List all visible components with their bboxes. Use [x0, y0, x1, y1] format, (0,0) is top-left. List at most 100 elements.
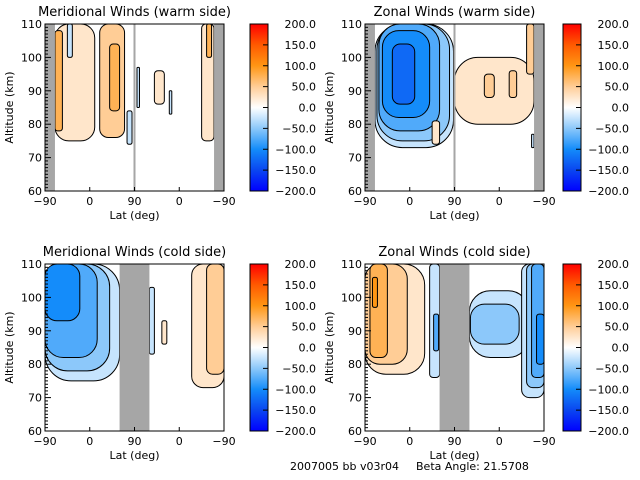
y-tick-label: 80: [348, 118, 362, 131]
plot-area: [45, 24, 224, 191]
chart-title: Zonal Winds (cold side): [378, 245, 530, 260]
contour-region: [66, 24, 73, 58]
colorbar-tick-label: 150.0: [598, 39, 630, 52]
contour-region: [54, 30, 63, 132]
no-data-band: [133, 24, 136, 191]
x-tick-label: −90: [532, 195, 555, 208]
contour-region: [109, 43, 121, 112]
colorbar-tick-label: 100.0: [285, 60, 317, 73]
no-data-band: [534, 24, 544, 191]
x-axis-label: Lat (deg): [430, 449, 480, 462]
contour-region: [526, 24, 535, 75]
y-tick-label: 110: [21, 18, 42, 31]
y-tick-label: 90: [348, 85, 362, 98]
panel-1: 60 70 80 90 100 110 −90 0 90 0 −90 Meridional Winds…: [3, 5, 316, 222]
colorbar-tick-label: −100.0: [588, 143, 629, 156]
colorbar-tick-label: 50.0: [605, 321, 630, 334]
x-tick-label: −90: [33, 435, 56, 448]
x-tick-label: −90: [212, 195, 235, 208]
colorbar: 200.0 150.0 100.0 50.0 0.0 −50.0 −100.0 −150.0 −…: [249, 18, 317, 198]
contour-region: [206, 264, 224, 375]
y-axis-label: Altitude (km): [3, 311, 16, 383]
x-tick-label: −90: [532, 435, 555, 448]
colorbar-tick-label: −100.0: [275, 143, 316, 156]
contour-region: [206, 24, 213, 58]
y-tick-label: 110: [21, 258, 42, 271]
y-tick-label: 110: [341, 258, 362, 271]
y-tick-label: 70: [348, 392, 362, 405]
colorbar-tick-label: −50.0: [595, 122, 629, 135]
colorbar-tick-label: −200.0: [275, 185, 316, 198]
y-tick-label: 100: [21, 51, 42, 64]
colorbar-tick-label: 150.0: [285, 279, 317, 292]
contour-region: [391, 43, 416, 105]
y-axis-label: Altitude (km): [323, 311, 336, 383]
chart-title: Meridional Winds (warm side): [38, 5, 231, 20]
chart-title: Meridional Winds (cold side): [43, 245, 226, 260]
x-tick-label: 0: [176, 195, 183, 208]
no-data-band: [439, 264, 455, 431]
x-tick-label: −90: [33, 195, 56, 208]
no-data-band: [45, 24, 55, 191]
colorbar-tick-label: 100.0: [598, 60, 630, 73]
colorbar-tick-label: −150.0: [275, 164, 316, 177]
y-tick-label: 100: [341, 51, 362, 64]
colorbar-tick-label: 200.0: [598, 258, 630, 271]
y-tick-label: 70: [28, 152, 42, 165]
contour-region: [148, 286, 155, 355]
contour-region: [136, 66, 140, 108]
contour-region: [469, 303, 520, 345]
panel-4: 60 70 80 90 100 110 −90 0 90 0 −90 Zonal Winds (col…: [323, 245, 629, 462]
no-data-band: [365, 24, 375, 191]
y-tick-label: 90: [28, 85, 42, 98]
x-tick-label: 90: [128, 435, 142, 448]
colorbar: 200.0 150.0 100.0 50.0 0.0 −50.0 −100.0 −150.0 −…: [562, 18, 630, 198]
x-tick-label: 0: [406, 195, 413, 208]
y-tick-label: 80: [28, 118, 42, 131]
x-tick-label: 0: [176, 435, 183, 448]
x-tick-label: 0: [86, 435, 93, 448]
y-tick-label: 90: [28, 325, 42, 338]
x-tick-label: 90: [448, 195, 462, 208]
colorbar-tick-label: 100.0: [598, 300, 630, 313]
contour-region: [153, 70, 165, 105]
x-tick-label: −90: [353, 195, 376, 208]
colorbar-tick-label: −150.0: [588, 164, 629, 177]
colorbar-tick-label: −200.0: [275, 425, 316, 438]
colorbar-tick-label: 200.0: [598, 18, 630, 31]
colorbar: 200.0 150.0 100.0 50.0 0.0 −50.0 −100.0 −150.0 −…: [562, 258, 630, 438]
colorbar-tick-label: −150.0: [275, 404, 316, 417]
y-axis-label: Altitude (km): [3, 71, 16, 143]
x-axis-label: Lat (deg): [110, 449, 160, 462]
plot-area: [365, 264, 544, 431]
x-tick-label: 0: [496, 435, 503, 448]
y-tick-label: 80: [348, 358, 362, 371]
contour-region: [483, 73, 495, 98]
footer-run-id: 2007005 bb v03r04: [290, 460, 399, 473]
colorbar-tick-label: −50.0: [282, 362, 316, 375]
contour-region: [536, 313, 544, 365]
y-tick-label: 70: [28, 392, 42, 405]
colorbar-tick-label: 200.0: [285, 18, 317, 31]
colorbar-tick-label: −50.0: [595, 362, 629, 375]
y-tick-label: 90: [348, 325, 362, 338]
panel-3: 60 70 80 90 100 110 −90 0 90 0 −90 Meridional Winds…: [3, 245, 316, 462]
colorbar-tick-label: 200.0: [285, 258, 317, 271]
colorbar-tick-label: −50.0: [282, 122, 316, 135]
y-tick-label: 80: [28, 358, 42, 371]
contour-region: [531, 133, 535, 149]
colorbar-tick-label: −200.0: [588, 425, 629, 438]
colorbar-tick-label: −100.0: [275, 383, 316, 396]
colorbar-tick-label: 0.0: [612, 102, 630, 115]
colorbar-tick-label: 50.0: [605, 81, 630, 94]
colorbar-tick-label: 0.0: [299, 342, 317, 355]
colorbar-tick-label: −100.0: [588, 383, 629, 396]
contour-region: [431, 120, 441, 145]
chart-title: Zonal Winds (warm side): [374, 5, 536, 20]
colorbar: 200.0 150.0 100.0 50.0 0.0 −50.0 −100.0 −150.0 −…: [249, 258, 317, 438]
contour-region: [371, 276, 378, 308]
x-tick-label: 90: [128, 195, 142, 208]
y-axis-label: Altitude (km): [323, 71, 336, 143]
panel-2: 60 70 80 90 100 110 −90 0 90 0 −90 Zonal Winds (war…: [323, 5, 629, 222]
